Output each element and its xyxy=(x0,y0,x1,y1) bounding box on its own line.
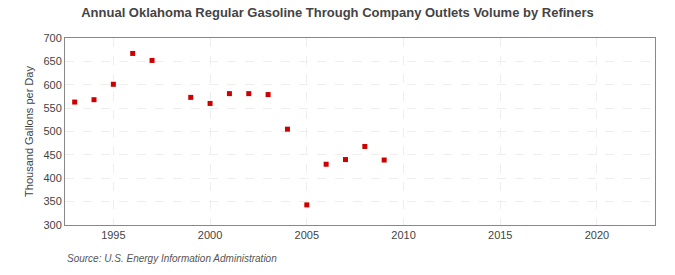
svg-text:700: 700 xyxy=(43,32,61,44)
svg-text:400: 400 xyxy=(43,172,61,184)
svg-text:300: 300 xyxy=(43,219,61,231)
svg-text:2020: 2020 xyxy=(585,229,609,241)
svg-text:450: 450 xyxy=(43,149,61,161)
svg-text:1995: 1995 xyxy=(101,229,125,241)
svg-text:Thousand Gallons per Day: Thousand Gallons per Day xyxy=(23,66,35,197)
svg-text:350: 350 xyxy=(43,195,61,207)
svg-text:Source: U.S. Energy Informatio: Source: U.S. Energy Information Administ… xyxy=(67,253,277,264)
svg-text:550: 550 xyxy=(43,102,61,114)
svg-text:2000: 2000 xyxy=(198,229,222,241)
svg-text:500: 500 xyxy=(43,125,61,137)
svg-text:2010: 2010 xyxy=(391,229,415,241)
svg-text:650: 650 xyxy=(43,55,61,67)
svg-text:600: 600 xyxy=(43,79,61,91)
svg-text:2015: 2015 xyxy=(488,229,512,241)
svg-text:Annual Oklahoma Regular Gasoli: Annual Oklahoma Regular Gasoline Through… xyxy=(81,5,594,20)
svg-text:2005: 2005 xyxy=(295,229,319,241)
